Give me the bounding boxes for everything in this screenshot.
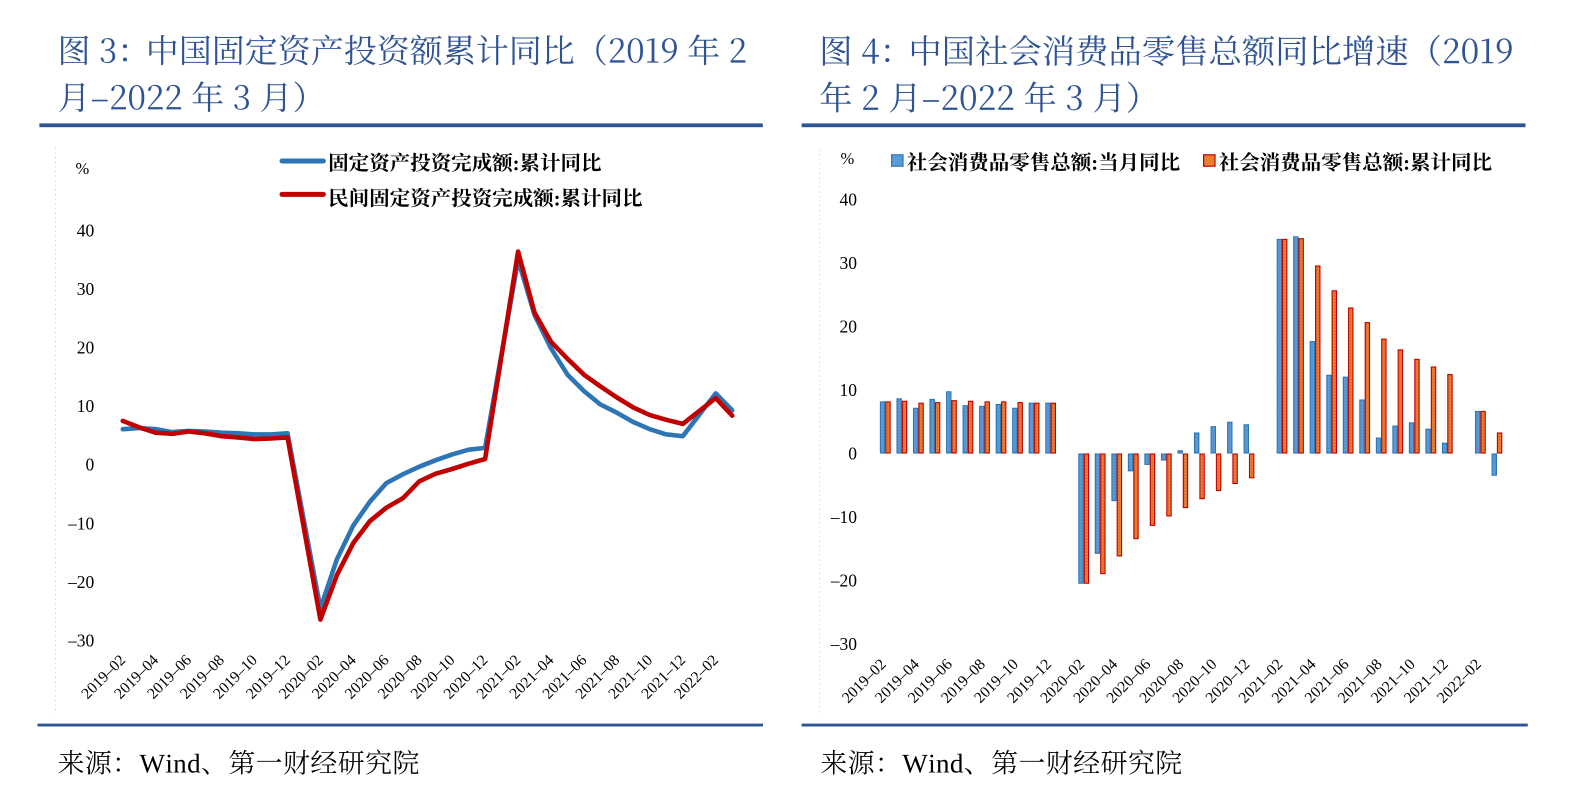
svg-text:–20: –20: [67, 572, 95, 592]
svg-text:10: 10: [840, 380, 858, 400]
svg-text:–30: –30: [830, 634, 858, 654]
svg-text:30: 30: [840, 253, 858, 273]
svg-text:20: 20: [840, 316, 858, 336]
svg-text:–30: –30: [67, 631, 95, 651]
svg-text:40: 40: [77, 220, 95, 240]
svg-text:–20: –20: [830, 570, 858, 590]
svg-text:40: 40: [840, 189, 858, 209]
svg-text:–10: –10: [830, 507, 858, 527]
svg-text:10: 10: [77, 396, 95, 416]
svg-text:–10: –10: [67, 513, 95, 533]
svg-text:30: 30: [77, 279, 95, 299]
svg-text:0: 0: [848, 443, 857, 463]
svg-text:20: 20: [77, 338, 95, 358]
svg-text:%: %: [841, 149, 855, 168]
svg-text:%: %: [76, 159, 90, 178]
svg-text:0: 0: [86, 455, 95, 475]
